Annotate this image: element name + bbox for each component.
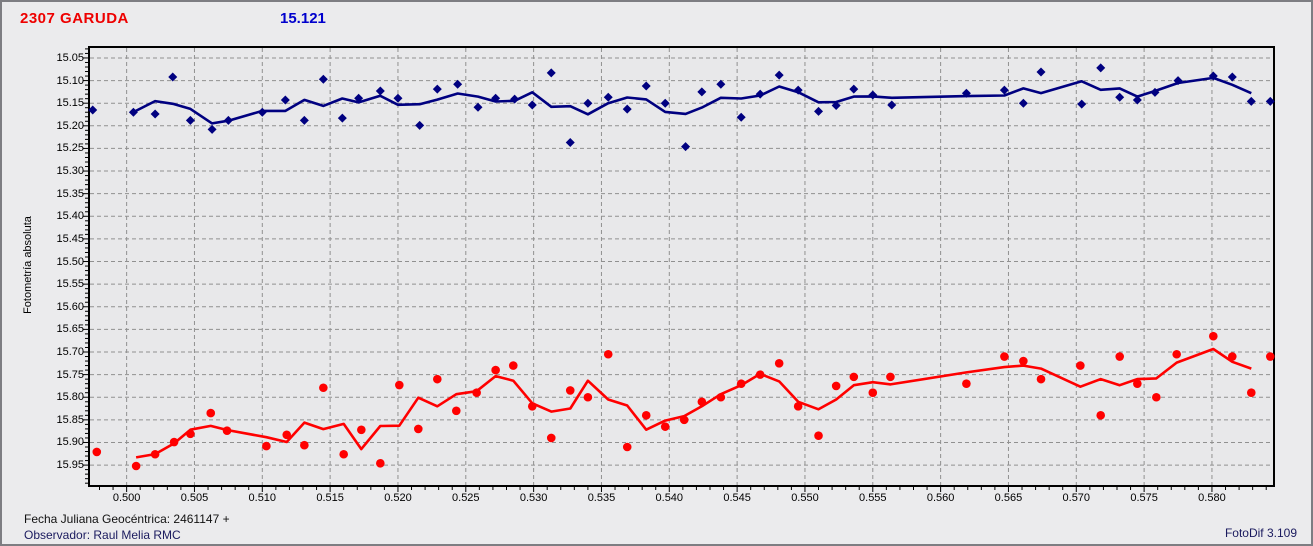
x-tick-label: 0.550 xyxy=(791,492,819,504)
observer-label: Observador: Raul Melia RMC xyxy=(24,528,181,542)
y-tick-label: 15.80 xyxy=(56,391,84,404)
x-tick-label: 0.505 xyxy=(180,492,209,504)
y-tick-label: 15.55 xyxy=(56,278,84,291)
y-tick-label: 15.40 xyxy=(56,210,84,223)
x-tick-label: 0.560 xyxy=(926,492,955,504)
y-tick-label: 15.70 xyxy=(56,346,84,358)
y-tick-label: 15.95 xyxy=(56,459,84,472)
julian-date-label: Fecha Juliana Geocéntrica: 2461147 + xyxy=(24,512,230,526)
y-tick-label: 15.10 xyxy=(56,74,84,87)
light-curve-chart xyxy=(83,48,1275,492)
y-tick-label: 15.25 xyxy=(56,142,84,155)
y-tick-label: 15.65 xyxy=(56,323,84,336)
y-tick-label: 15.85 xyxy=(56,413,84,426)
x-tick-label: 0.580 xyxy=(1198,492,1226,504)
y-axis-title: Fotometría absoluta xyxy=(22,216,34,314)
x-tick-label: 0.500 xyxy=(112,492,141,504)
y-tick-label: 15.20 xyxy=(56,119,84,132)
x-tick-label: 0.545 xyxy=(723,492,751,504)
y-tick-label: 15.15 xyxy=(56,97,84,110)
software-version-label: FotoDif 3.109 xyxy=(1224,526,1297,540)
x-tick-label: 0.530 xyxy=(519,492,548,504)
y-tick-label: 15.90 xyxy=(56,436,84,449)
y-tick-label: 15.35 xyxy=(56,187,84,200)
x-tick-label: 0.555 xyxy=(859,492,887,504)
x-tick-label: 0.570 xyxy=(1062,492,1091,504)
x-tick-label: 0.565 xyxy=(994,492,1023,504)
y-tick-label: 15.60 xyxy=(56,300,84,313)
x-tick-label: 0.520 xyxy=(384,492,412,504)
y-tick-label: 15.05 xyxy=(56,51,84,64)
x-tick-label: 0.515 xyxy=(316,492,344,504)
y-tick-label: 15.75 xyxy=(56,368,84,381)
object-title: 2307 GARUDA xyxy=(20,10,129,27)
magnitude-value: 15.121 xyxy=(280,10,326,27)
x-tick-label: 0.510 xyxy=(248,492,277,504)
x-tick-label: 0.575 xyxy=(1130,492,1158,504)
y-tick-label: 15.30 xyxy=(56,165,84,178)
y-tick-label: 15.45 xyxy=(56,232,84,245)
x-tick-label: 0.535 xyxy=(587,492,616,504)
plot-area xyxy=(83,46,1275,492)
x-tick-label: 0.540 xyxy=(655,492,684,504)
y-tick-label: 15.50 xyxy=(56,255,84,268)
x-tick-label: 0.525 xyxy=(452,492,480,504)
